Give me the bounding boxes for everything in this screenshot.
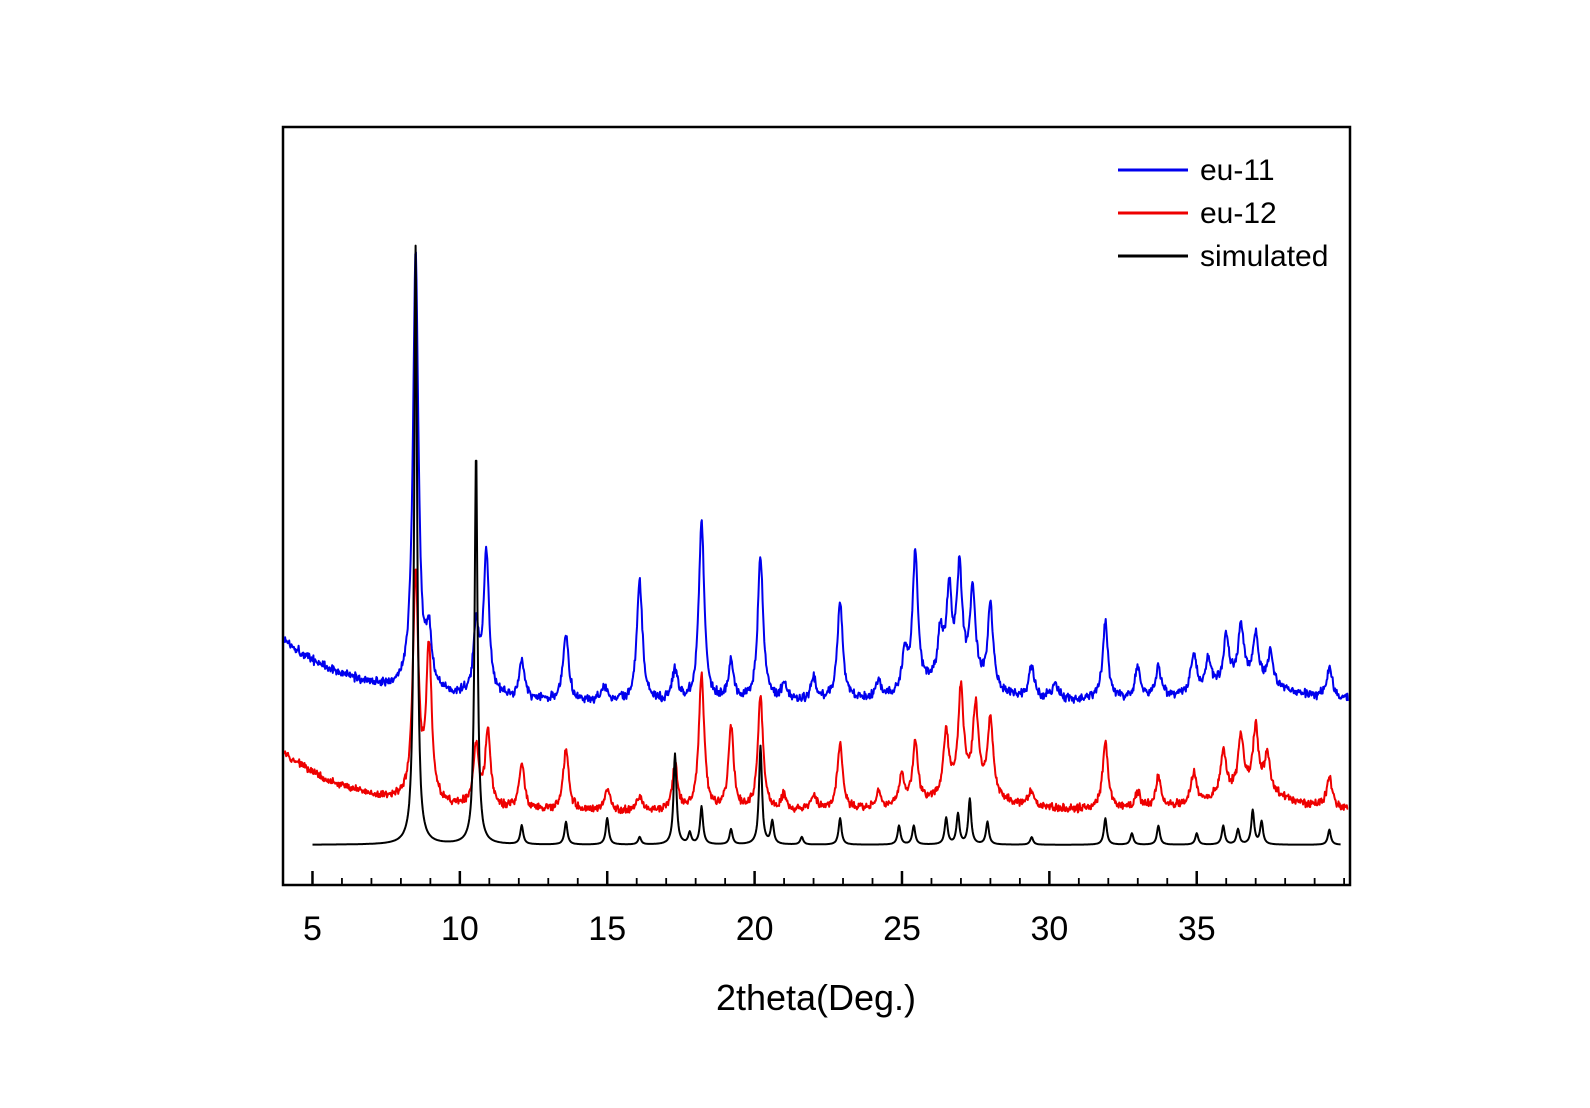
legend-label-eu-12: eu-12	[1200, 197, 1277, 230]
legend-label-eu-11: eu-11	[1200, 154, 1275, 187]
x-tick-label: 20	[736, 910, 774, 948]
x-tick-label: 5	[303, 910, 322, 948]
x-tick-label: 10	[441, 910, 479, 948]
x-tick-label: 15	[588, 910, 626, 948]
plot-frame	[281, 125, 1352, 887]
traces-group	[284, 244, 1349, 846]
x-axis-tick-labels: 5 10 15 20 25 30 35	[303, 910, 1216, 948]
x-tick-label: 35	[1178, 910, 1216, 948]
x-tick-label: 25	[883, 910, 921, 948]
x-axis-ticks	[282, 871, 1346, 885]
legend-label-simulated: simulated	[1200, 240, 1328, 273]
trace-simulated	[312, 244, 1341, 846]
x-tick-label: 30	[1030, 910, 1068, 948]
x-axis-title: 2theta(Deg.)	[716, 977, 916, 1018]
legend: eu-11 eu-12 simulated	[1118, 154, 1328, 273]
trace-eu-12	[284, 568, 1349, 815]
trace-eu-11	[284, 251, 1349, 704]
